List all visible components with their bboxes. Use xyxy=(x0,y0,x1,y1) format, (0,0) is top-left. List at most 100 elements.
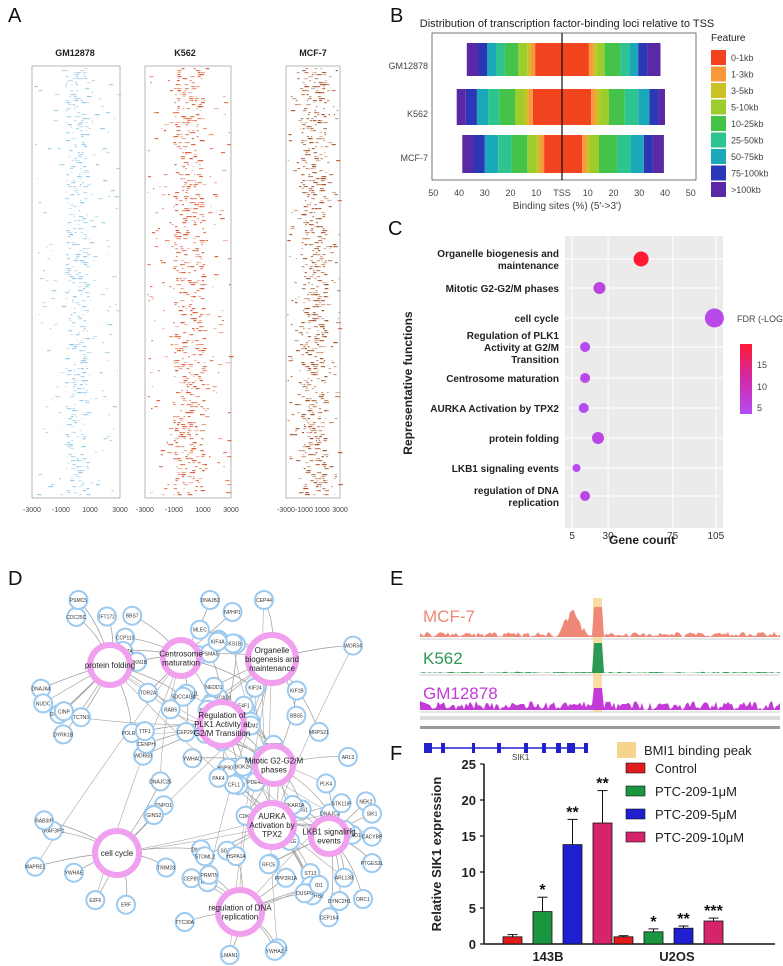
heatmap-mark xyxy=(176,126,181,128)
heatmap-mark xyxy=(176,238,180,240)
heatmap-mark xyxy=(77,176,81,178)
heatmap-mark xyxy=(75,82,77,84)
heatmap-mark xyxy=(326,246,331,248)
heatmap-mark xyxy=(200,176,203,178)
heatmap-mark xyxy=(106,240,110,242)
heatmap-mark xyxy=(301,160,307,162)
heatmap-mark xyxy=(86,368,88,370)
heatmap-mark xyxy=(183,250,187,252)
heatmap-mark xyxy=(177,492,180,494)
heatmap-mark xyxy=(202,228,204,230)
heatmap-mark xyxy=(81,152,84,154)
heatmap-mark xyxy=(335,392,340,394)
heatmap-mark xyxy=(105,152,110,154)
heatmap-mark xyxy=(173,288,175,290)
heatmap-mark xyxy=(177,172,180,174)
heatmap-mark xyxy=(202,408,207,410)
gene-exon xyxy=(556,743,561,753)
heatmap-mark xyxy=(84,198,88,200)
heatmap-mark xyxy=(184,324,188,326)
heatmap-mark xyxy=(304,84,306,86)
heatmap-mark xyxy=(318,96,321,98)
heatmap-mark xyxy=(317,472,322,474)
heatmap-mark xyxy=(338,452,343,454)
heatmap-mark xyxy=(70,334,73,336)
heatmap-mark xyxy=(173,488,178,490)
heatmap-mark xyxy=(213,108,219,110)
heatmap-mark xyxy=(324,260,327,262)
heatmap-mark xyxy=(197,462,201,464)
heatmap-mark xyxy=(67,462,71,464)
heatmap-mark xyxy=(217,316,222,318)
heatmap-mark xyxy=(81,376,85,378)
heatmap-mark xyxy=(181,204,185,206)
legend-label-75-100kb: 75-100kb xyxy=(731,169,769,179)
heatmap-mark xyxy=(83,300,85,302)
heatmap-mark xyxy=(317,120,321,122)
heatmap-mark xyxy=(180,264,185,266)
heatmap-mark xyxy=(323,108,326,110)
heatmap-mark xyxy=(183,450,188,452)
heatmap-mark xyxy=(308,292,313,294)
heatmap-mark xyxy=(92,122,94,124)
heatmap-mark xyxy=(173,484,177,486)
heatmap-mark xyxy=(49,244,53,246)
heatmap-mark xyxy=(311,262,315,264)
legend-swatch-25-50kb xyxy=(711,132,726,148)
heatmap-mark xyxy=(78,392,83,394)
heatmap-mark xyxy=(161,454,163,456)
heatmap-mark xyxy=(162,208,164,210)
track-signals xyxy=(420,607,780,710)
heatmap-mark xyxy=(173,416,175,418)
heatmap-mark xyxy=(177,360,180,362)
heatmap-mark xyxy=(202,184,207,186)
heatmap-mark xyxy=(51,250,54,252)
heatmap-mark xyxy=(176,350,181,352)
heatmap-mark xyxy=(209,456,211,458)
heatmap-mark xyxy=(313,374,317,376)
heatmap-mark xyxy=(287,240,291,242)
heatmap-mark xyxy=(194,282,198,284)
network-gene-node xyxy=(156,857,177,878)
heatmap-mark xyxy=(184,398,186,400)
chart-c-points xyxy=(572,251,724,501)
heatmap-mark xyxy=(320,202,324,204)
heatmap-mark xyxy=(313,270,315,272)
track-signal xyxy=(420,643,780,673)
heatmap-mark xyxy=(42,428,46,430)
heatmap-mark xyxy=(83,320,86,322)
heatmap-mark xyxy=(72,326,75,328)
heatmap-mark xyxy=(307,328,312,330)
heatmap-mark xyxy=(320,398,325,400)
chart-b-legend: 0-1kb1-3kb3-5kb5-10kb10-25kb25-50kb50-75… xyxy=(711,50,769,197)
heatmap-mark xyxy=(179,134,183,136)
heatmap-mark xyxy=(301,364,304,366)
chart-c-point xyxy=(580,373,591,383)
network-hub-node xyxy=(197,699,247,749)
heatmap-mark xyxy=(200,258,203,260)
heatmap-mark xyxy=(85,338,87,340)
network-gene-node xyxy=(254,590,274,610)
chart-f-significance: *** xyxy=(704,903,723,920)
heatmap-mark xyxy=(162,328,165,330)
heatmap-mark xyxy=(78,290,83,292)
heatmap-mark xyxy=(302,432,304,434)
network-gene-label: DYRK1B xyxy=(53,732,74,738)
heatmap-mark xyxy=(307,298,310,300)
heatmap-mark xyxy=(185,192,188,194)
heatmap-mark xyxy=(66,174,70,176)
heatmap-mark xyxy=(188,426,194,428)
heatmap-mark xyxy=(295,258,297,260)
heatmap-mark xyxy=(303,380,308,382)
heatmap-mark xyxy=(318,440,321,442)
heatmap-mark xyxy=(177,468,183,470)
heatmap-mark xyxy=(299,370,302,372)
heatmap-mark xyxy=(312,86,317,88)
heatmap-mark xyxy=(295,434,298,436)
heatmap-mark xyxy=(225,480,230,482)
network-hub-node xyxy=(252,743,296,787)
chart-c-cbar-tick-15: 15 xyxy=(757,360,767,370)
bar-segment-down-K562-5-10kb xyxy=(600,89,610,125)
sik1-gene-model xyxy=(424,743,588,753)
heatmap-mark xyxy=(73,346,78,348)
